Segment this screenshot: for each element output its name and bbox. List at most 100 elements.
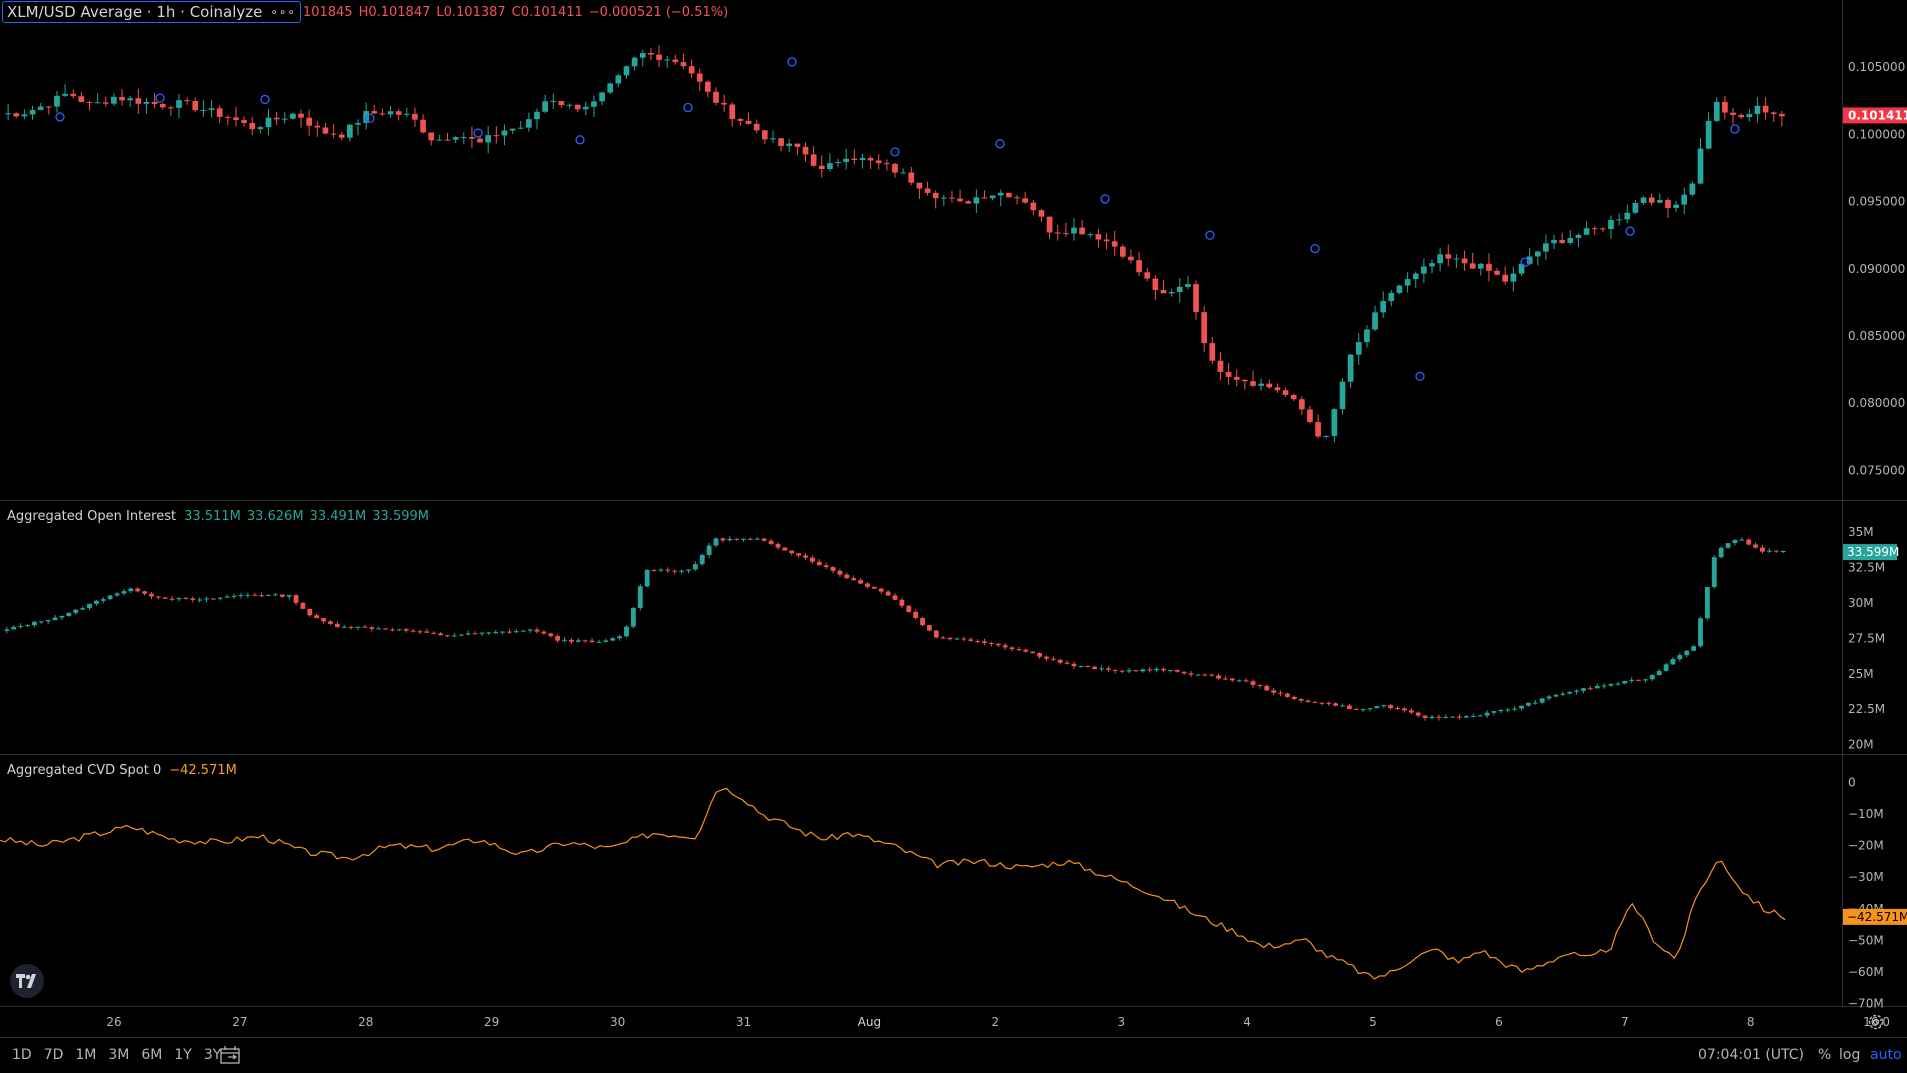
symbol-box[interactable]: XLM/USD Average · 1h · Coinalyze ∘∘∘ (2, 1, 301, 23)
auto-toggle[interactable]: auto (1870, 1047, 1902, 1063)
bottom-toolbar: 1D 7D 1M 3M 6M 1Y 3Y (0, 1037, 1907, 1073)
price-candle (802, 146, 809, 155)
percent-toggle[interactable]: % (1818, 1047, 1832, 1063)
time-axis-label: 28 (358, 1015, 373, 1029)
oi-candle (1636, 679, 1641, 681)
price-candle (1233, 376, 1240, 380)
price-candle (1437, 254, 1443, 264)
cvd-title[interactable]: Aggregated CVD Spot 0 (7, 763, 162, 778)
cvd-last-value-label: −42.571M (1847, 910, 1907, 924)
oi-candle (59, 616, 65, 618)
price-candle (656, 54, 662, 60)
oi-candle (128, 588, 134, 592)
cvd-axis-label: −10M (1848, 807, 1884, 821)
price-candle (371, 111, 378, 114)
oi-candle (1711, 557, 1717, 588)
price-candle (102, 102, 109, 104)
oi-candle (486, 632, 492, 634)
oi-candle (204, 598, 209, 600)
tradingview-logo-icon[interactable] (10, 964, 44, 998)
price-candle (737, 118, 744, 121)
range-1m-button[interactable]: 1M (75, 1047, 97, 1063)
price-candle (420, 119, 426, 133)
price-candle (827, 163, 833, 170)
price-candle (574, 104, 581, 110)
oi-candle (1030, 651, 1036, 654)
range-6m-button[interactable]: 6M (141, 1047, 163, 1063)
symbol-title[interactable]: XLM/USD Average · 1h · Coinalyze (7, 3, 263, 21)
price-candle (835, 161, 841, 164)
oi-candle (1484, 712, 1490, 716)
price-candle (1209, 343, 1216, 361)
price-candle (1396, 285, 1403, 293)
range-1d-button[interactable]: 1D (12, 1047, 32, 1063)
calendar-icon[interactable] (220, 1046, 240, 1064)
log-toggle[interactable]: log (1839, 1047, 1861, 1063)
oi-candle (830, 567, 836, 571)
oi-candle (686, 569, 691, 571)
oi-candle (1099, 668, 1104, 670)
cvd-legend: Aggregated CVD Spot 0 −42.571M (7, 763, 237, 778)
utc-clock[interactable]: 07:04:01 (UTC) (1698, 1047, 1805, 1063)
price-candle (965, 201, 972, 204)
oi-candle (699, 554, 705, 565)
range-3m-button[interactable]: 3M (108, 1047, 130, 1063)
oi-candle (321, 618, 326, 622)
price-candle (135, 98, 142, 104)
oi-candle (1002, 645, 1008, 648)
oi-axis-label: 32.5M (1848, 561, 1885, 575)
price-candle (1193, 284, 1199, 313)
oi-candle (913, 611, 919, 619)
oi-candle (1064, 662, 1070, 664)
oi-candle (376, 628, 382, 630)
oi-candle (1780, 551, 1786, 553)
oi-candle (1133, 670, 1139, 672)
oi-candle (858, 580, 863, 584)
price-candle (582, 106, 589, 110)
price-candle (1567, 238, 1574, 243)
cvd-axis-label: −70M (1848, 997, 1884, 1011)
price-candle (997, 192, 1004, 196)
oi-candle (1037, 653, 1042, 657)
oi-candle (100, 599, 106, 601)
oi-candle (1119, 670, 1125, 672)
price-candle (265, 117, 272, 128)
price-candle (1347, 354, 1354, 382)
price-candle (1754, 105, 1761, 115)
price-candle (1453, 258, 1460, 260)
price-candle (1111, 241, 1118, 247)
more-options-icon[interactable]: ∘∘∘ (270, 5, 296, 19)
price-candle (623, 66, 630, 76)
price-candle (1681, 194, 1688, 205)
price-candle (314, 125, 321, 128)
oi-candle (885, 591, 891, 596)
ohlc-change: −0.000521 (−0.51%) (588, 4, 729, 20)
oi-candle (1498, 709, 1504, 712)
settings-gear-icon[interactable] (1866, 1012, 1886, 1032)
range-7d-button[interactable]: 7D (43, 1047, 64, 1063)
oi-candle (1732, 539, 1738, 544)
range-3y-button[interactable]: 3Y (203, 1047, 222, 1063)
oi-axis-label: 25M (1848, 667, 1874, 681)
price-candle (1429, 263, 1435, 267)
oi-candle (1112, 669, 1118, 671)
oi-candle (66, 612, 72, 617)
oi-candle (871, 586, 877, 589)
oi-candle (1539, 698, 1545, 703)
oi-candle (286, 595, 292, 597)
oi-candle (266, 594, 271, 596)
oi-candle (796, 553, 802, 556)
range-1y-button[interactable]: 1Y (174, 1047, 192, 1063)
price-candle (639, 53, 646, 58)
oi-candle (362, 626, 368, 628)
oi-candle (155, 596, 161, 598)
oi-candle (314, 615, 320, 619)
oi-candle (1278, 692, 1283, 694)
oi-candle (11, 627, 17, 630)
oi-candle (162, 597, 168, 599)
price-candle (932, 192, 939, 199)
oi-title[interactable]: Aggregated Open Interest (7, 509, 177, 524)
oi-candle (334, 623, 340, 627)
price-candle (1648, 197, 1655, 203)
